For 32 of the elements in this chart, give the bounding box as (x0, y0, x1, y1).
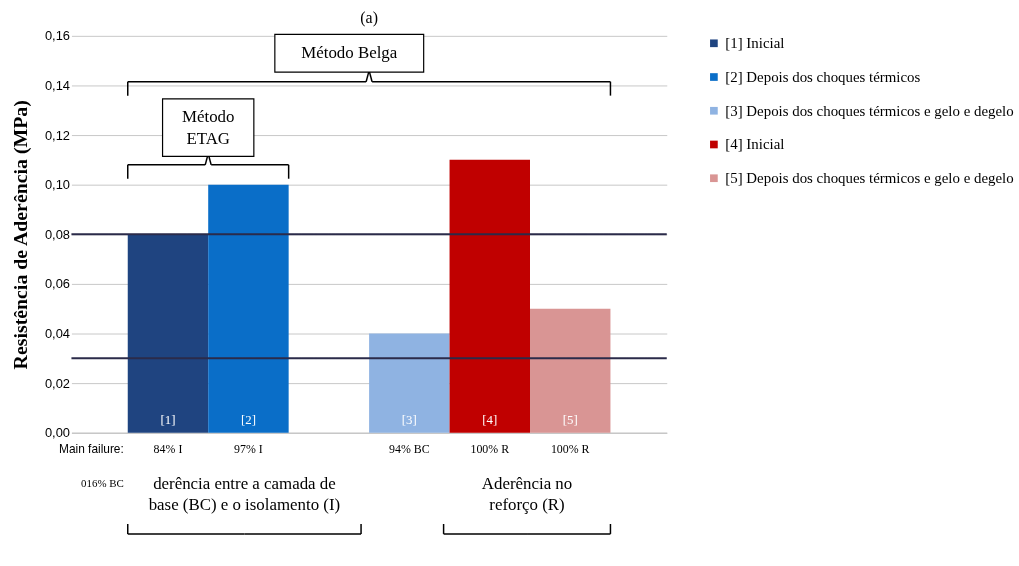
legend-label: [4] Inicial (725, 136, 785, 153)
text: 84% I (153, 441, 183, 456)
legend-label: [1] Inicial (725, 35, 785, 52)
annotation: Método ETAG (181, 106, 235, 148)
legend-label: [3] Depois dos choques térmicos e gelo e degelo (725, 102, 1014, 119)
x-tick-label: [5] (562, 412, 578, 427)
chart-title: (a) (360, 8, 378, 27)
x-tick-label: [1] (160, 412, 176, 427)
text: 97% I (234, 441, 263, 456)
text: Main failure: (59, 441, 124, 456)
legend-label: [2] Depois dos choques térmicos (725, 68, 921, 85)
text: 100% R (550, 441, 590, 456)
y-tick-label: 0,12 (44, 127, 70, 143)
y-tick-label: 0,14 (44, 77, 70, 93)
y-tick-label: 0,00 (44, 425, 70, 441)
text: derência entre a camada de base (BC) e o isolamento (I) (148, 474, 341, 515)
x-tick-label: [4] (482, 412, 498, 427)
y-tick-label: 0,10 (44, 177, 70, 193)
text: 94% BC (389, 441, 430, 456)
text: 100% R (470, 441, 510, 456)
legend-label: [5] Depois dos choques térmicos e gelo e degelo (725, 170, 1014, 187)
y-tick-label: 0,16 (44, 28, 70, 44)
y-tick-label: 0,04 (44, 325, 70, 341)
text: 016% BC (81, 477, 124, 490)
text: Aderência no reforço (R) (481, 474, 573, 515)
y-tick-label: 0,06 (44, 276, 70, 292)
y-tick-label: 0,08 (44, 226, 70, 242)
annotation: Método Belga (301, 43, 398, 63)
x-tick-label: [2] (240, 412, 256, 427)
x-tick-label: [3] (401, 412, 417, 427)
y-axis-title: Resistência de Aderência (MPa) (8, 100, 32, 370)
y-tick-label: 0,02 (44, 375, 70, 391)
